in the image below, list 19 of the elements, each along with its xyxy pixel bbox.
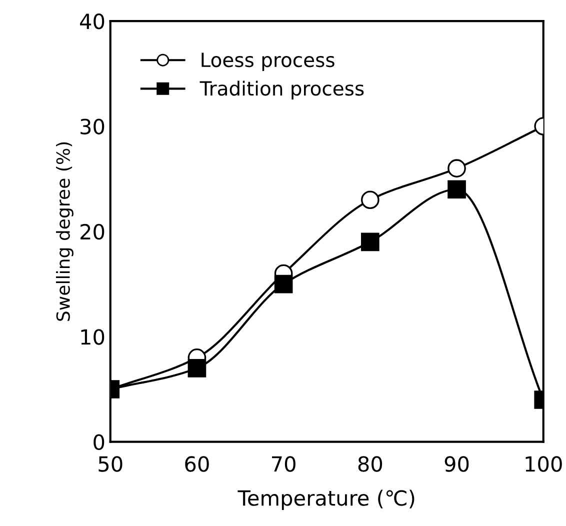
point bbox=[274, 274, 293, 294]
x-axis-title: Temperature (℃) bbox=[238, 490, 414, 510]
y-tick-label: 20 bbox=[80, 224, 104, 240]
y-tick-label: 40 bbox=[80, 13, 104, 30]
y-axis-title: Swelling degree (%) bbox=[56, 142, 74, 321]
x-tick-label: 60 bbox=[185, 456, 209, 472]
x-tick-label: 100 bbox=[526, 456, 562, 472]
y-tick-label: 10 bbox=[81, 329, 104, 345]
x-tick-label: 80 bbox=[358, 456, 382, 472]
legend-label: Tradition process bbox=[200, 80, 364, 100]
y-tick-label: 30 bbox=[80, 118, 104, 134]
point bbox=[360, 190, 380, 210]
legend-label: Loess process bbox=[202, 52, 334, 71]
y-tick-label: 0 bbox=[94, 434, 104, 450]
x-tick-label: 70 bbox=[272, 456, 296, 472]
x-tick-label: 90 bbox=[444, 456, 469, 472]
point bbox=[188, 359, 206, 378]
x-tick-label: 50 bbox=[98, 456, 122, 472]
point bbox=[360, 232, 380, 252]
